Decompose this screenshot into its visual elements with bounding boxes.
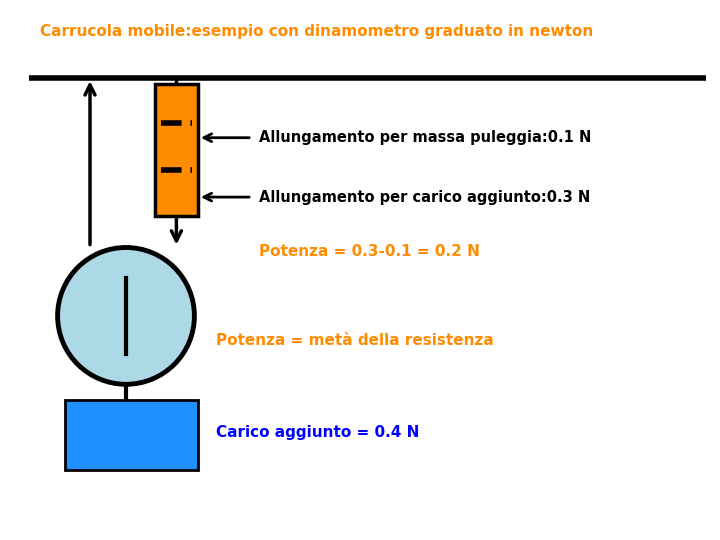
- Text: Allungamento per massa puleggia:0.1 N: Allungamento per massa puleggia:0.1 N: [259, 130, 592, 145]
- Bar: [155, 84, 198, 216]
- Text: Allungamento per carico aggiunto:0.3 N: Allungamento per carico aggiunto:0.3 N: [259, 190, 590, 205]
- Text: Potenza = 0.3-0.1 = 0.2 N: Potenza = 0.3-0.1 = 0.2 N: [259, 244, 480, 259]
- Text: Carrucola mobile:esempio con dinamometro graduato in newton: Carrucola mobile:esempio con dinamometro…: [40, 24, 593, 39]
- Bar: [65, 400, 198, 470]
- Text: Potenza = metà della resistenza: Potenza = metà della resistenza: [216, 333, 494, 348]
- Text: Carico aggiunto = 0.4 N: Carico aggiunto = 0.4 N: [216, 424, 419, 440]
- Ellipse shape: [58, 247, 194, 384]
